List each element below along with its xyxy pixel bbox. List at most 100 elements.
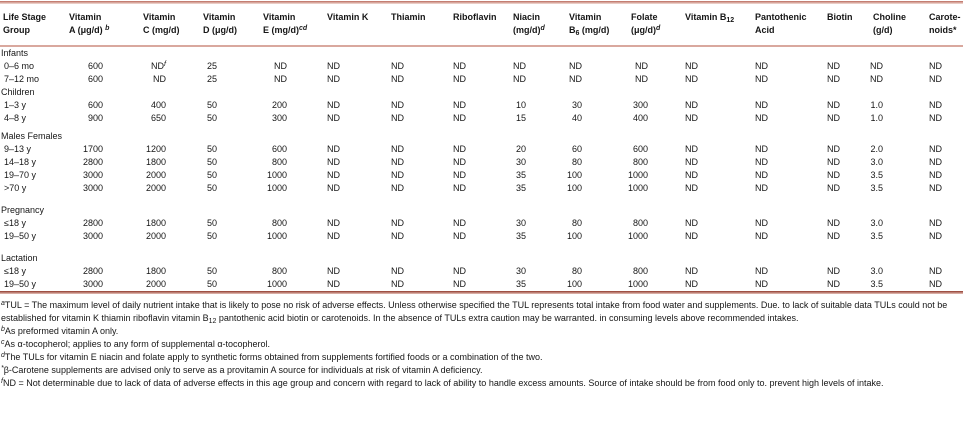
- value-cell: 800: [271, 157, 287, 167]
- col-header-0: Life Stage Group: [0, 4, 66, 47]
- value-cell: 3000: [82, 183, 103, 193]
- table-row: 9–13 y 1700 1200 50 600 ND ND ND 20 60 600 ND ND ND 2.…: [0, 143, 963, 156]
- value-cell: ND: [453, 266, 466, 276]
- table-header: Life Stage Group Vitamin A (μg/d) b Vitamin C…: [0, 4, 963, 47]
- value-cell: ND: [929, 279, 942, 289]
- value-cell: ND: [755, 266, 768, 276]
- value-cell: NDf: [151, 61, 166, 71]
- col-header-line: (mg/d)d: [513, 25, 545, 35]
- value-cell: ND: [453, 74, 466, 84]
- value-cell: 3000: [82, 231, 103, 241]
- value-cell: ND: [755, 61, 768, 71]
- value-cell: 1000: [628, 231, 649, 241]
- value-cell: 25: [206, 61, 217, 71]
- value-cell: ND: [755, 183, 768, 193]
- col-header-5: Vitamin K: [324, 4, 388, 47]
- footnotes: aTUL = The maximum level of daily nutrie…: [0, 294, 963, 390]
- value-cell: 80: [571, 266, 582, 276]
- value-cell: 2000: [145, 231, 166, 241]
- value-cell: ND: [513, 74, 526, 84]
- value-cell: 2000: [145, 183, 166, 193]
- value-cell: ND: [755, 170, 768, 180]
- value-cell: 50: [206, 218, 217, 228]
- value-cell: ND: [929, 113, 942, 123]
- section-label: Lactation: [1, 253, 38, 263]
- value-cell: ND: [755, 113, 768, 123]
- tul-table: Life Stage Group Vitamin A (μg/d) b Vitamin C…: [0, 4, 963, 291]
- section-row: Children: [0, 86, 963, 99]
- value-cell: 2000: [145, 279, 166, 289]
- col-header-line: Thiamin: [391, 12, 426, 22]
- value-cell: 300: [632, 100, 648, 110]
- value-cell: ND: [391, 144, 404, 154]
- value-cell: ND: [929, 157, 942, 167]
- value-cell: ND: [827, 279, 840, 289]
- value-cell: ND: [453, 279, 466, 289]
- footnote-e: *β-Carotene supplements are advised only…: [1, 365, 483, 375]
- value-cell: ND: [755, 100, 768, 110]
- value-cell: 3.5: [870, 183, 883, 193]
- value-cell: 35: [515, 183, 526, 193]
- row-label: 1–3 y: [4, 100, 27, 110]
- value-cell: 1000: [266, 170, 287, 180]
- value-cell: 600: [87, 74, 103, 84]
- value-cell: 1200: [145, 144, 166, 154]
- value-cell: ND: [391, 74, 404, 84]
- value-cell: 2800: [82, 157, 103, 167]
- value-cell: ND: [755, 231, 768, 241]
- table-row: 1–3 y 600 400 50 200 ND ND ND 10 30 300 ND ND ND 1.0 ND: [0, 99, 963, 112]
- col-header-line: Niacin: [513, 12, 541, 22]
- col-header-line: D (μg/d): [203, 25, 237, 35]
- col-header-3: Vitamin D (μg/d): [200, 4, 260, 47]
- col-header-line: Vitamin B12: [685, 12, 735, 24]
- value-cell: ND: [827, 157, 840, 167]
- value-cell: 650: [150, 113, 166, 123]
- value-cell: 20: [515, 144, 526, 154]
- value-cell: 25: [206, 74, 217, 84]
- footnote-c: cAs α-tocopherol; applies to any form of…: [1, 339, 271, 349]
- value-cell: 1000: [628, 183, 649, 193]
- value-cell: 1800: [145, 266, 166, 276]
- col-header-line: Biotin: [827, 12, 853, 22]
- value-cell: ND: [453, 183, 466, 193]
- value-cell: 30: [515, 266, 526, 276]
- value-cell: 2800: [82, 266, 103, 276]
- col-header-15: Carote-noids*: [926, 4, 963, 47]
- row-label: >70 y: [4, 183, 27, 193]
- col-header-line: C (mg/d): [143, 25, 180, 35]
- value-cell: 1000: [628, 279, 649, 289]
- col-header-4: Vitamin E (mg/d)cd: [260, 4, 324, 47]
- col-header-line: A (μg/d) b: [69, 25, 110, 35]
- col-header-line: Vitamin: [263, 12, 296, 22]
- row-label: 4–8 y: [4, 113, 27, 123]
- value-cell: 400: [150, 100, 166, 110]
- value-cell: 80: [571, 157, 582, 167]
- value-cell: ND: [929, 74, 942, 84]
- col-header-line: Group: [3, 25, 30, 35]
- col-header-1: Vitamin A (μg/d) b: [66, 4, 140, 47]
- value-cell: 35: [515, 231, 526, 241]
- value-cell: ND: [827, 183, 840, 193]
- value-cell: ND: [929, 144, 942, 154]
- col-header-8: Niacin (mg/d)d: [510, 4, 566, 47]
- row-label: ≤18 y: [4, 218, 26, 228]
- col-header-line: noids*: [929, 25, 957, 35]
- value-cell: ND: [453, 61, 466, 71]
- value-cell: ND: [929, 266, 942, 276]
- col-header-line: E (mg/d)cd: [263, 25, 308, 35]
- section-label: Pregnancy: [1, 205, 45, 215]
- value-cell: ND: [274, 61, 287, 71]
- value-cell: 40: [571, 113, 582, 123]
- value-cell: ND: [327, 218, 340, 228]
- value-cell: 3000: [82, 279, 103, 289]
- col-header-9: Vitamin B6 (mg/d): [566, 4, 628, 47]
- col-header-line: Vitamin: [569, 12, 602, 22]
- value-cell: 80: [571, 218, 582, 228]
- col-header-line: Acid: [755, 25, 775, 35]
- value-cell: ND: [755, 157, 768, 167]
- value-cell: 600: [87, 100, 103, 110]
- value-cell: ND: [327, 170, 340, 180]
- value-cell: 2.0: [870, 144, 883, 154]
- value-cell: 15: [515, 113, 526, 123]
- row-label: 7–12 mo: [4, 74, 40, 84]
